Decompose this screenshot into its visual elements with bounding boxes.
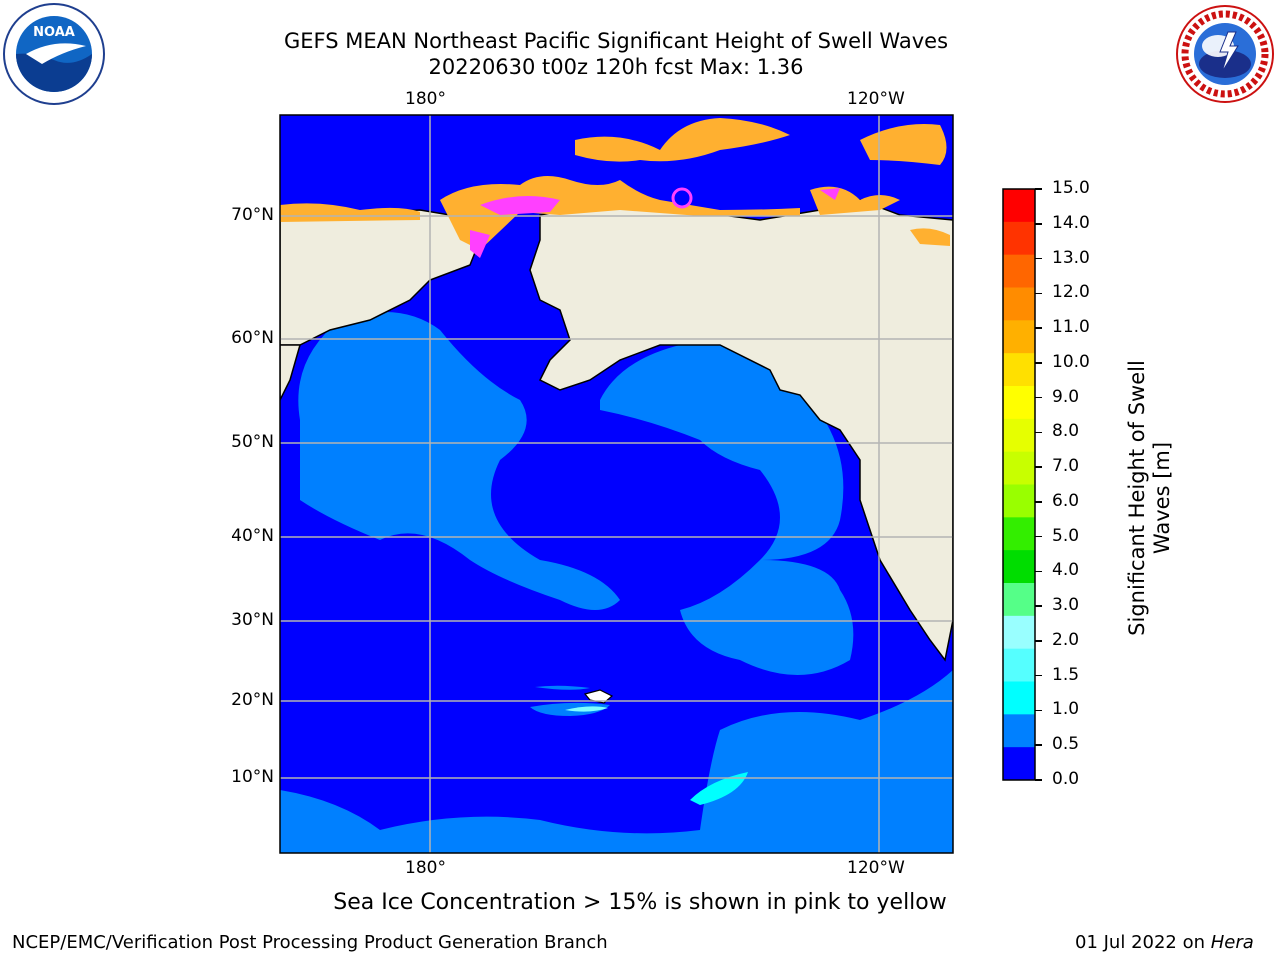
graticule — [280, 115, 953, 853]
colorbar-tick-label: 9.0 — [1052, 386, 1080, 407]
colorbar-cell — [1003, 484, 1035, 518]
colorbar-tick-label: 12.0 — [1052, 282, 1090, 303]
noaa-logo: NOAA — [3, 3, 105, 105]
colorbar-tick-label: 14.0 — [1052, 212, 1090, 233]
colorbar-tick-mark — [1035, 466, 1042, 468]
lat-label-70n: 70°N — [231, 205, 274, 225]
colorbar-tick-label: 1.5 — [1052, 664, 1080, 685]
colorbar-tick-label: 13.0 — [1052, 247, 1090, 268]
colorbar-tick-label: 15.0 — [1052, 178, 1090, 198]
footer-host: Hera — [1210, 932, 1254, 953]
colorbar-tick-mark — [1035, 605, 1042, 607]
colorbar-cell — [1003, 648, 1035, 682]
lat-label-50n: 50°N — [231, 432, 274, 452]
colorbar-tick-label: 0.0 — [1052, 769, 1080, 789]
colorbar-tick-label: 7.0 — [1052, 456, 1080, 477]
colorbar-cell — [1003, 287, 1035, 321]
colorbar-tick-mark — [1035, 292, 1042, 295]
colorbar-cell — [1003, 681, 1035, 715]
colorbar — [1002, 188, 1036, 781]
colorbar-tick-mark — [1035, 257, 1042, 260]
colorbar-tick-mark — [1035, 396, 1042, 399]
colorbar-cell — [1003, 517, 1035, 551]
colorbar-tick-mark — [1035, 188, 1042, 190]
colorbar-cell — [1003, 747, 1035, 781]
colorbar-tick-mark — [1035, 779, 1042, 781]
colorbar-tick-label: 5.0 — [1052, 525, 1080, 546]
colorbar-tick-label: 4.0 — [1052, 560, 1080, 581]
colorbar-tick-label: 8.0 — [1052, 421, 1080, 442]
lat-label-30n: 30°N — [231, 610, 274, 630]
nws-logo — [1176, 5, 1274, 103]
lat-label-60n: 60°N — [231, 328, 274, 348]
footer-left: NCEP/EMC/Verification Post Processing Pr… — [12, 932, 608, 953]
colorbar-tick-label: 2.0 — [1052, 629, 1080, 650]
swell-region-west — [298, 312, 620, 610]
colorbar-cell — [1003, 418, 1035, 453]
colorbar-tick-mark — [1035, 744, 1042, 746]
colorbar-cell — [1003, 615, 1035, 650]
colorbar-tick-label: 3.0 — [1052, 595, 1080, 616]
chart-title-line1: GEFS MEAN Northeast Pacific Significant … — [283, 29, 949, 53]
footer-date: 01 Jul 2022 on — [1075, 932, 1211, 953]
lat-label-20n: 20°N — [231, 690, 274, 710]
colorbar-tick-mark — [1035, 362, 1042, 364]
colorbar-cell — [1003, 583, 1035, 617]
sea-ice-central — [440, 176, 800, 250]
sea-ice-pink — [480, 196, 560, 215]
colorbar-cell — [1003, 386, 1035, 420]
colorbar-tick-label: 6.0 — [1052, 490, 1080, 511]
map-frame — [279, 114, 954, 854]
sea-ice-west — [280, 203, 420, 222]
colorbar-tick-mark — [1035, 570, 1042, 573]
sea-ice-note: Sea Ice Concentration > 15% is shown in … — [333, 890, 947, 915]
colorbar-tick-mark — [1035, 640, 1042, 642]
colorbar-cell — [1003, 254, 1035, 288]
colorbar-cell — [1003, 189, 1035, 223]
lon-label-top-120w: 120°W — [847, 89, 905, 109]
lon-label-top-180: 180° — [405, 89, 446, 109]
colorbar-cell — [1003, 451, 1035, 485]
noaa-logo-text: NOAA — [33, 25, 75, 40]
land-hawaii — [583, 689, 614, 704]
colorbar-tick-mark — [1035, 535, 1042, 538]
colorbar-title: Significant Height of Swell Waves [m] — [1125, 360, 1174, 636]
colorbar-cell — [1003, 714, 1035, 748]
chart-title-line2: 20220630 t00z 120h fcst Max: 1.36 — [428, 55, 804, 79]
swell-region-south — [280, 670, 953, 853]
colorbar-tick-mark — [1035, 674, 1042, 677]
swell-cyan-patch — [690, 772, 748, 805]
colorbar-tick-mark — [1035, 501, 1042, 503]
colorbar-tick-mark — [1035, 431, 1042, 434]
lat-label-10n: 10°N — [231, 767, 274, 787]
colorbar-cell — [1003, 320, 1035, 354]
colorbar-tick-label: 1.0 — [1052, 699, 1080, 720]
colorbar-cell — [1003, 550, 1035, 584]
colorbar-cell — [1003, 221, 1035, 256]
colorbar-tick-mark — [1035, 709, 1042, 712]
colorbar-cell — [1003, 353, 1035, 387]
colorbar-tick-mark — [1035, 223, 1042, 225]
lon-label-bottom-180: 180° — [405, 858, 446, 878]
colorbar-tick-label: 11.0 — [1052, 317, 1090, 338]
footer-right: 01 Jul 2022 on Hera — [1075, 932, 1254, 953]
colorbar-tick-label: 10.0 — [1052, 351, 1090, 372]
lat-label-40n: 40°N — [231, 526, 274, 546]
lon-label-bottom-120w: 120°W — [847, 858, 905, 878]
swell-region-east — [600, 345, 854, 675]
colorbar-tick-mark — [1035, 327, 1042, 329]
colorbar-tick-label: 0.5 — [1052, 734, 1080, 755]
